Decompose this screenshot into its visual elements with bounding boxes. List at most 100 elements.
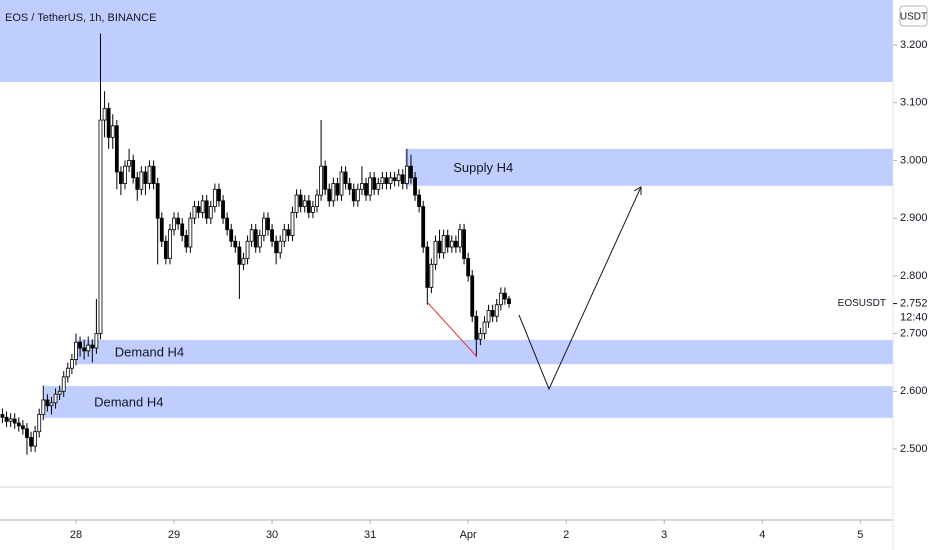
candle-body xyxy=(49,402,54,407)
candle-body xyxy=(343,171,348,184)
candle-body xyxy=(376,183,381,190)
candle-body xyxy=(315,194,319,208)
candle-body xyxy=(368,177,373,196)
candle-body xyxy=(29,437,33,447)
candle-body xyxy=(278,240,283,254)
zone xyxy=(405,148,893,186)
candle-body xyxy=(217,188,221,202)
candle-body xyxy=(90,344,95,349)
candle-body xyxy=(462,229,466,259)
candle-body xyxy=(253,229,258,248)
candle-body xyxy=(404,165,409,184)
candle-body xyxy=(229,229,234,242)
candle-body xyxy=(331,183,336,202)
candle-body xyxy=(302,200,307,208)
candle-body xyxy=(449,240,454,248)
candle-body xyxy=(372,177,377,190)
candle-body xyxy=(445,235,450,248)
candle-body xyxy=(355,188,360,202)
candle-body xyxy=(503,292,507,300)
candle-body xyxy=(466,258,471,277)
candle-body xyxy=(249,229,254,242)
candle-body xyxy=(33,431,38,447)
candle-body xyxy=(482,321,487,334)
candle-body xyxy=(360,183,364,190)
candle-body xyxy=(151,165,156,184)
candle-body xyxy=(274,240,279,254)
candle-body xyxy=(486,310,491,323)
candle-body xyxy=(327,188,332,202)
candle-body xyxy=(507,298,511,304)
candle-body xyxy=(172,217,176,231)
candle-body xyxy=(184,235,189,248)
x-tick-label: 30 xyxy=(266,529,278,541)
axes: 2.500 2.600 2.700 2.800 2.900 3.000 3.100 3.200… xyxy=(70,39,928,541)
candle-body xyxy=(294,194,299,213)
candle-body xyxy=(351,188,356,202)
candle-body xyxy=(425,246,430,288)
candle-body xyxy=(266,217,270,231)
candle-body xyxy=(221,200,225,219)
candle-body xyxy=(82,347,87,352)
candle-body xyxy=(78,341,82,349)
trend-line xyxy=(427,302,478,358)
y-tick-label: 2.900 xyxy=(900,212,928,224)
candle-body xyxy=(347,183,352,190)
candle-body xyxy=(163,240,168,259)
candle-body xyxy=(106,108,111,138)
candle-body xyxy=(143,171,148,184)
candle-body xyxy=(53,393,58,404)
candle-body xyxy=(127,160,131,167)
candle-body xyxy=(478,333,483,340)
candle-body xyxy=(498,292,503,306)
candle-body xyxy=(306,200,311,213)
candle-body xyxy=(494,304,499,317)
arrow-head xyxy=(633,186,642,195)
y-tick-label: 2.800 xyxy=(900,270,928,282)
candle-body xyxy=(286,229,291,236)
candle-body xyxy=(188,217,193,248)
currency-box[interactable] xyxy=(899,5,928,27)
projection-path xyxy=(518,186,642,391)
candle-body xyxy=(400,174,405,184)
candle-body xyxy=(298,194,303,208)
zone xyxy=(0,0,893,82)
candle-body xyxy=(123,165,127,184)
candle-body xyxy=(16,422,21,427)
candle-body xyxy=(200,200,205,213)
candle-body xyxy=(86,344,91,352)
candle-body xyxy=(380,177,385,184)
candle-body xyxy=(159,217,164,242)
candle-body xyxy=(409,165,413,179)
candle-body xyxy=(364,183,368,196)
candle-body xyxy=(192,206,197,219)
y-tick-label: 2.600 xyxy=(900,385,928,397)
last-price-label: 2.752 xyxy=(900,297,928,309)
candle-body xyxy=(4,416,9,422)
candle-body xyxy=(69,359,74,369)
x-tick-label: 28 xyxy=(70,529,82,541)
candle-body xyxy=(290,211,295,236)
candle-body xyxy=(176,217,181,225)
x-tick-label: 3 xyxy=(661,529,667,541)
candle-body xyxy=(131,160,136,179)
candle-body xyxy=(25,428,29,438)
x-tick-label: 29 xyxy=(168,529,180,541)
candle-body xyxy=(208,206,213,219)
chart-title: EOS / TetherUS, 1h, BINANCE xyxy=(5,12,156,24)
candle-body xyxy=(65,367,70,378)
candle-body xyxy=(94,333,99,349)
zones: Supply H4 Demand H4 Demand H4 xyxy=(0,0,894,418)
candle-body xyxy=(8,418,13,422)
candle-body xyxy=(433,240,438,265)
candle-body xyxy=(110,125,115,138)
candle-body xyxy=(168,229,172,259)
candle-body xyxy=(490,310,495,317)
candle-body xyxy=(204,200,209,219)
candle-body xyxy=(413,177,417,196)
candle-body xyxy=(388,177,393,184)
y-tick-label: 2.500 xyxy=(900,443,928,455)
candle-body xyxy=(102,108,107,121)
candle-body xyxy=(319,165,323,196)
